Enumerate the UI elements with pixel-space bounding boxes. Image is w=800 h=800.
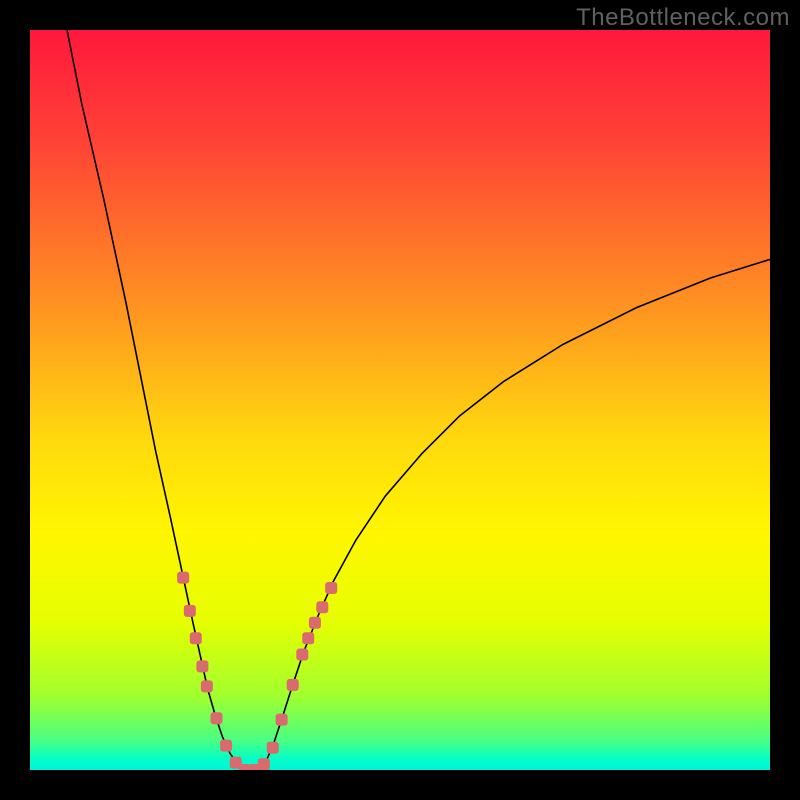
watermark-text: TheBottleneck.com bbox=[576, 4, 790, 32]
data-marker bbox=[309, 617, 321, 629]
data-marker bbox=[287, 679, 299, 691]
data-marker bbox=[177, 572, 189, 584]
data-marker bbox=[316, 601, 328, 613]
gradient-background bbox=[30, 30, 770, 770]
data-marker bbox=[296, 649, 308, 661]
data-marker bbox=[190, 632, 202, 644]
plot-area bbox=[30, 30, 770, 770]
bottleneck-chart-svg bbox=[30, 30, 770, 770]
data-marker bbox=[201, 680, 213, 692]
data-marker bbox=[302, 632, 314, 644]
data-marker bbox=[210, 712, 222, 724]
chart-frame: TheBottleneck.com bbox=[0, 0, 800, 800]
data-marker bbox=[258, 758, 270, 770]
data-marker bbox=[184, 605, 196, 617]
data-marker bbox=[276, 714, 288, 726]
data-marker bbox=[220, 740, 232, 752]
data-marker bbox=[196, 660, 208, 672]
data-marker bbox=[267, 742, 279, 754]
data-marker bbox=[325, 582, 337, 594]
